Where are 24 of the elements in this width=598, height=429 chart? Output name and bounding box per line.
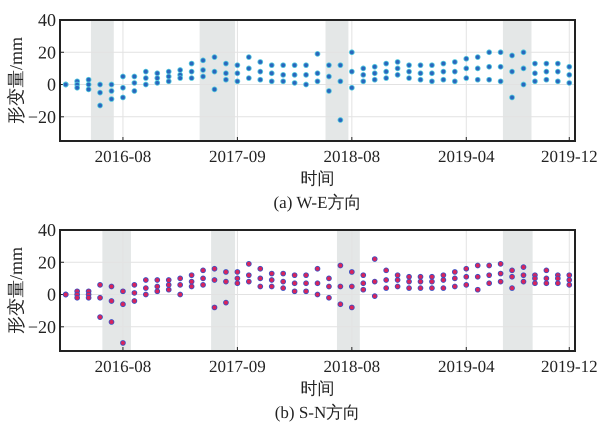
x-tick-label: 2019-12 [540, 357, 598, 376]
y-tick-label: 40 [38, 10, 56, 30]
y-tick-label: 20 [38, 42, 56, 62]
x-tick-label: 2019-04 [438, 147, 496, 166]
y-axis-title: 形变量/mm [6, 246, 26, 334]
x-axis-title: 时间 [300, 169, 334, 188]
text: (b) S-N方向 [274, 403, 360, 422]
x-tick-label: 2018-08 [323, 147, 380, 166]
x-tick-label: 2016-08 [94, 147, 152, 166]
y-axis-title: 形变量/mm [6, 36, 26, 124]
y-tick-label: 20 [38, 252, 56, 272]
text: (a) W-E方向 [274, 193, 362, 212]
y-tick-label: 40 [38, 220, 56, 240]
y-tick-label: −20 [28, 316, 56, 337]
y-tick-label: −20 [28, 106, 56, 127]
x-tick-label: 2019-04 [438, 357, 496, 376]
y-tick-label: 0 [47, 74, 56, 95]
x-tick-label: 2017-09 [209, 147, 266, 166]
x-tick-label: 2017-09 [209, 357, 266, 376]
x-tick-label: 2016-08 [94, 357, 152, 376]
x-tick-label: 2018-08 [323, 357, 380, 376]
x-tick-label: 2019-12 [540, 147, 598, 166]
y-tick-label: 0 [47, 284, 56, 305]
x-axis-title: 时间 [300, 379, 334, 398]
